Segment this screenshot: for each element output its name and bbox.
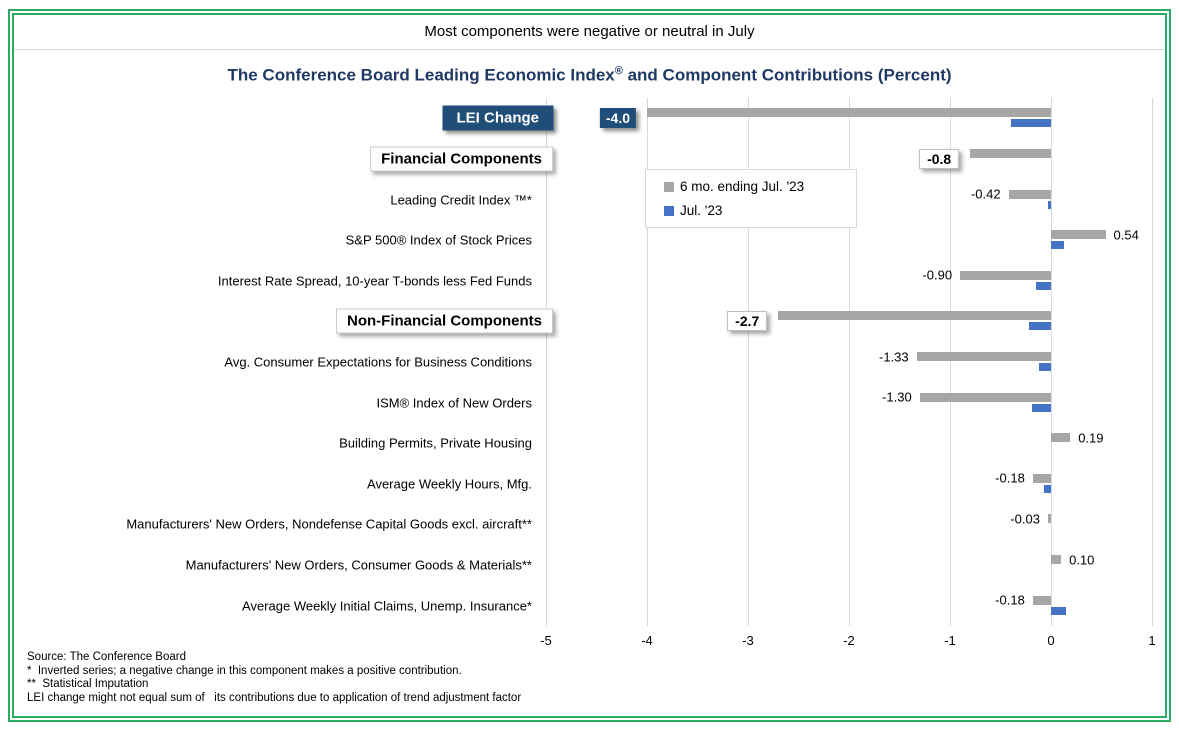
plot-gridline — [647, 98, 648, 626]
plot-gridline — [1051, 98, 1052, 626]
banner: Most components were negative or neutral… — [14, 15, 1165, 50]
title-part1: The Conference Board Leading Economic In… — [227, 65, 615, 85]
category-label: Leading Credit Index ™* — [390, 192, 532, 208]
data-label: -1.30 — [882, 389, 912, 405]
data-label: -0.42 — [970, 186, 1001, 202]
category-label: Financial Components — [370, 146, 553, 172]
bar-6mo-ending-jul23 — [647, 108, 1051, 118]
banner-text: Most components were negative or neutral… — [424, 23, 755, 40]
bar-6mo-ending-jul23 — [1032, 595, 1051, 605]
x-axis-tick-label: 0 — [1047, 633, 1055, 648]
bar-6mo-ending-jul23 — [1032, 473, 1051, 483]
x-axis-tick-label: -3 — [742, 633, 754, 648]
inverted-series-note: * Inverted series; a negative change in … — [27, 664, 462, 677]
category-label: S&P 500® Index of Stock Prices — [345, 232, 532, 248]
x-axis-tick-label: -1 — [944, 633, 956, 648]
data-label: -1.33 — [879, 349, 909, 364]
bar-jul23 — [1051, 606, 1067, 615]
chart-legend: 6 mo. ending Jul. '23 Jul. '23 — [645, 169, 857, 228]
data-label: 0.19 — [1078, 430, 1104, 446]
bar-6mo-ending-jul23 — [1051, 555, 1062, 565]
x-axis-tick-label: -4 — [641, 633, 653, 648]
bar-jul23 — [1031, 403, 1051, 412]
data-label: -0.90 — [922, 267, 953, 283]
bar-6mo-ending-jul23 — [970, 148, 1051, 158]
x-axis-tick-label: -5 — [540, 633, 552, 648]
x-axis-tick-label: -2 — [843, 633, 855, 648]
category-label: Avg. Consumer Expectations for Business … — [224, 354, 532, 370]
plot-gridline — [1152, 98, 1153, 626]
bar-jul23 — [1043, 484, 1051, 493]
legend-swatch — [664, 205, 674, 216]
bar-jul23 — [1038, 363, 1051, 371]
data-label: -0.18 — [995, 470, 1025, 486]
bar-6mo-ending-jul23 — [916, 352, 1051, 361]
bar-jul23 — [1028, 322, 1051, 331]
data-label: -2.7 — [727, 311, 768, 332]
legend-label: 6 mo. ending Jul. '23 — [680, 179, 805, 194]
plot-gridline — [950, 98, 951, 626]
bar-6mo-ending-jul23 — [960, 270, 1051, 280]
category-label: Manufacturers' New Orders, Consumer Good… — [185, 557, 532, 573]
content-area: Most components were negative or neutral… — [12, 13, 1167, 718]
data-label: -0.18 — [995, 592, 1025, 608]
green-border-frame: Most components were negative or neutral… — [8, 9, 1171, 722]
bar-6mo-ending-jul23 — [1051, 230, 1106, 240]
registered-symbol: ® — [614, 65, 623, 77]
bar-jul23 — [1010, 119, 1051, 128]
plot-gridline — [849, 98, 850, 626]
plot-gridline — [748, 98, 749, 626]
bar-6mo-ending-jul23 — [778, 311, 1051, 321]
source-note: Source: The Conference Board — [27, 651, 186, 663]
legend-item: Jul. '23 — [664, 203, 856, 218]
data-label: -4.0 — [599, 108, 636, 129]
x-axis-tick-label: 1 — [1148, 633, 1156, 648]
category-label: Manufacturers' New Orders, Nondefense Ca… — [126, 516, 532, 532]
trend-adjustment-note: LEI change might not equal sum of its co… — [27, 691, 522, 704]
title-part2: and Component Contributions (Percent) — [622, 65, 952, 85]
bar-jul23 — [1047, 200, 1051, 209]
bar-jul23 — [1035, 281, 1051, 290]
data-label: -0.03 — [1010, 511, 1040, 527]
bar-6mo-ending-jul23 — [1047, 514, 1051, 524]
statistical-imputation-note: ** Statistical Imputation — [27, 678, 149, 690]
bar-6mo-ending-jul23 — [1051, 433, 1071, 443]
category-label: Average Weekly Initial Claims, Unemp. In… — [242, 598, 532, 614]
bar-6mo-ending-jul23 — [919, 392, 1051, 402]
category-label: Non-Financial Components — [336, 308, 553, 334]
bar-6mo-ending-jul23 — [1008, 189, 1051, 199]
category-label: LEI Change — [442, 105, 553, 131]
bar-jul23 — [1051, 241, 1065, 250]
bar-chart-plot-area: -5 -4 -3 -2 -1 0 1 LEI Change -4.0 Financial Comp… — [14, 15, 1165, 716]
category-label: Interest Rate Spread, 10-year T-bonds le… — [217, 273, 532, 289]
legend-label: Jul. '23 — [680, 203, 723, 218]
legend-item: 6 mo. ending Jul. '23 — [664, 179, 856, 194]
plot-gridline — [546, 98, 547, 626]
data-label: 0.10 — [1069, 552, 1095, 568]
category-label: Building Permits, Private Housing — [339, 435, 532, 451]
category-label: ISM® Index of New Orders — [376, 395, 532, 411]
category-label: Average Weekly Hours, Mfg. — [367, 476, 532, 492]
chart-title: The Conference Board Leading Economic In… — [14, 65, 1165, 86]
footnotes: Source: The Conference Board * Inverted … — [27, 651, 521, 705]
legend-swatch — [664, 181, 674, 192]
data-label: 0.54 — [1113, 227, 1139, 243]
data-label: -0.8 — [919, 148, 960, 169]
